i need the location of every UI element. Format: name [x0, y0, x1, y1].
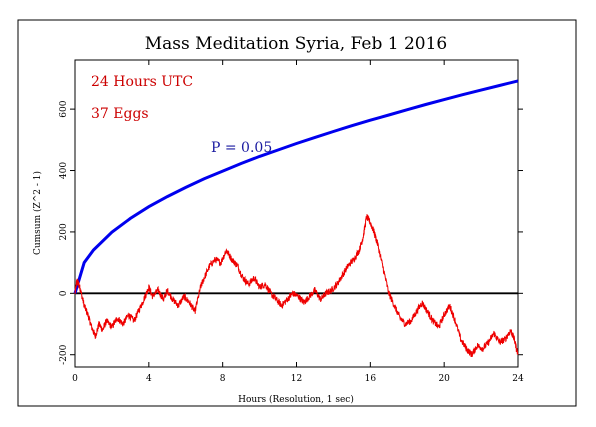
p-envelope-curve [73, 79, 519, 294]
annotation-hours: 24 Hours UTC [91, 74, 193, 90]
y-tick-label: 200 [59, 223, 69, 240]
x-tick-label: 16 [365, 374, 377, 384]
y-tick-label: -200 [59, 344, 69, 364]
y-tick-label: 400 [59, 162, 69, 179]
x-tick-label: 12 [291, 374, 302, 384]
x-tick-label: 24 [512, 374, 524, 384]
x-tick-label: 20 [438, 374, 450, 384]
y-tick-label: 0 [59, 290, 69, 296]
x-axis-label: Hours (Resolution, 1 sec) [238, 394, 354, 405]
y-tick-label: 600 [59, 100, 69, 117]
envelope-label: P = 0.05 [211, 140, 272, 156]
y-axis-label: Cumsum (Z^2 - 1) [32, 171, 43, 255]
x-tick-label: 4 [146, 374, 152, 384]
chart-title: Mass Meditation Syria, Feb 1 2016 [145, 34, 447, 54]
x-tick-label: 0 [72, 374, 78, 384]
cumsum-trace [74, 214, 519, 358]
outer-border [17, 19, 577, 407]
axis-ticks [70, 60, 523, 367]
x-tick-label: 8 [220, 374, 226, 384]
annotation-eggs: 37 Eggs [91, 106, 149, 122]
